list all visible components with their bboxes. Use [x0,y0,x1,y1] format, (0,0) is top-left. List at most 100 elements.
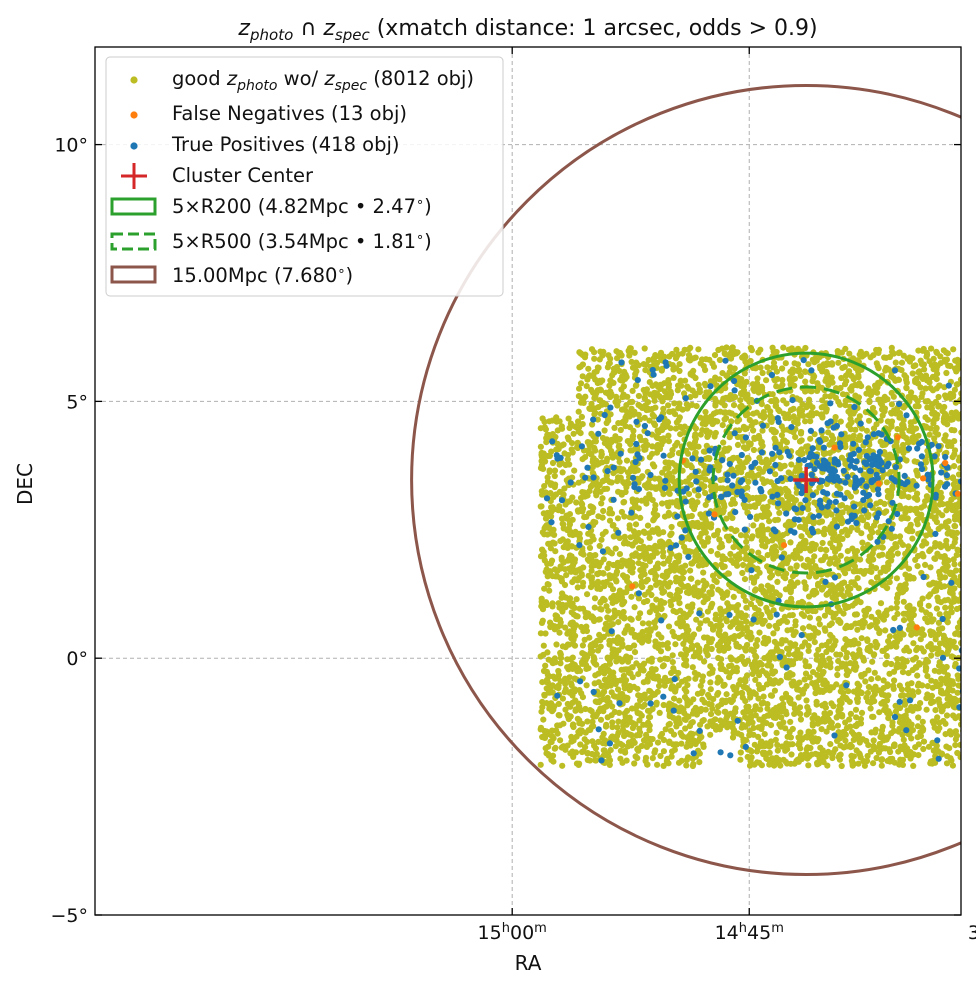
good-zphoto-point [816,621,823,628]
good-zphoto-point [883,693,891,700]
good-zphoto-point [947,604,955,611]
good-zphoto-point [737,532,745,539]
good-zphoto-point [943,507,950,514]
good-zphoto-point [964,529,970,535]
good-zphoto-point [853,714,860,721]
good-zphoto-point [542,630,549,637]
good-zphoto-point [923,532,930,539]
good-zphoto-point [787,539,794,546]
good-zphoto-point [634,467,641,474]
good-zphoto-point [745,440,753,447]
good-zphoto-point [541,483,548,490]
good-zphoto-point [565,641,573,648]
good-zphoto-point [961,706,967,712]
good-zphoto-point [857,715,865,723]
good-zphoto-point [589,718,596,725]
good-zphoto-point [683,762,690,769]
good-zphoto-point [789,573,797,580]
good-zphoto-point [755,681,762,688]
good-zphoto-point [952,502,959,509]
good-zphoto-point [775,648,782,655]
good-zphoto-point [591,595,599,602]
good-zphoto-point [714,418,721,425]
good-zphoto-point [614,724,621,731]
good-zphoto-point [755,549,762,556]
good-zphoto-point [599,531,606,538]
good-zphoto-point [678,564,685,571]
good-zphoto-point [922,615,929,622]
good-zphoto-point [834,557,842,564]
good-zphoto-point [595,616,602,623]
good-zphoto-point [627,718,634,726]
good-zphoto-point [576,717,583,724]
good-zphoto-point [644,522,652,529]
good-zphoto-point [891,759,898,766]
good-zphoto-point [936,569,943,576]
good-zphoto-point [902,571,909,578]
good-zphoto-point [580,522,587,530]
good-zphoto-point [961,482,967,488]
good-zphoto-point [604,455,611,462]
good-zphoto-point [679,569,686,576]
good-zphoto-point [665,623,673,630]
good-zphoto-point [667,591,674,599]
good-zphoto-point [969,628,975,634]
good-zphoto-point [628,593,635,600]
good-zphoto-point [968,572,974,578]
good-zphoto-point [665,721,672,728]
good-zphoto-point [567,703,574,710]
good-zphoto-point [917,601,924,608]
good-zphoto-point [877,600,885,607]
good-zphoto-point [580,579,587,586]
good-zphoto-point [965,585,971,591]
good-zphoto-point [629,724,637,732]
good-zphoto-point [886,579,893,586]
good-zphoto-point [907,755,914,762]
good-zphoto-point [970,665,976,671]
good-zphoto-point [834,671,841,679]
good-zphoto-point [896,682,903,689]
good-zphoto-point [671,695,678,702]
good-zphoto-point [682,725,689,732]
good-zphoto-point [670,714,677,721]
good-zphoto-point [960,500,961,503]
good-zphoto-point [660,553,667,560]
good-zphoto-point [582,705,589,713]
good-zphoto-point [973,758,976,764]
good-zphoto-point [969,756,975,762]
good-zphoto-point [728,500,735,508]
good-zphoto-point [894,550,901,557]
good-zphoto-point [715,689,722,697]
good-zphoto-point [707,731,714,738]
good-zphoto-point [784,733,791,740]
good-zphoto-point [622,488,629,496]
good-zphoto-point [818,652,826,660]
good-zphoto-point [767,574,774,581]
good-zphoto-point [758,611,765,618]
good-zphoto-point [738,630,746,638]
good-zphoto-point [704,723,711,730]
good-zphoto-point [917,700,924,707]
good-zphoto-point [556,712,563,719]
good-zphoto-point [926,431,933,438]
good-zphoto-point [830,614,837,621]
good-zphoto-point [646,530,653,537]
good-zphoto-point [574,584,581,591]
good-zphoto-point [964,517,970,523]
good-zphoto-point [821,700,829,708]
good-zphoto-point [786,612,794,619]
good-zphoto-point [970,509,976,515]
good-zphoto-point [815,629,822,636]
good-zphoto-point [904,515,911,522]
good-zphoto-point [600,570,607,577]
good-zphoto-point [673,419,681,426]
good-zphoto-point [664,645,672,652]
good-zphoto-point [920,648,927,655]
good-zphoto-point [581,636,588,643]
good-zphoto-point [908,631,915,638]
good-zphoto-point [604,476,611,484]
good-zphoto-point [730,559,737,567]
good-zphoto-point [969,567,975,573]
good-zphoto-point [797,555,804,562]
good-zphoto-point [889,719,896,726]
